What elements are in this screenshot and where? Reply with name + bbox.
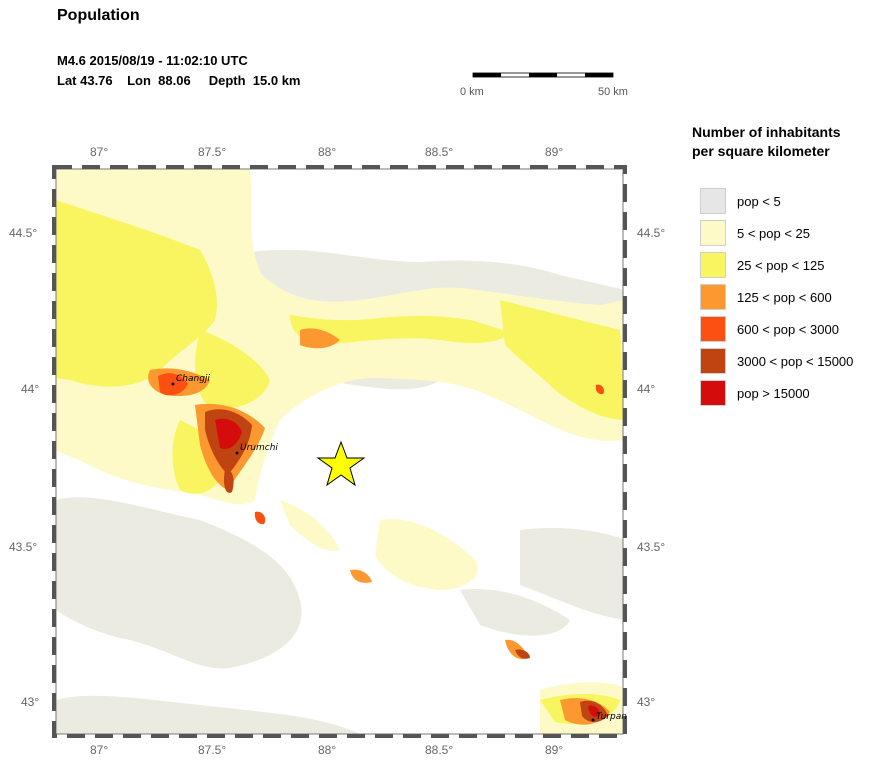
lon-tick-label: 89° xyxy=(545,145,564,159)
lon-tick-label: 88° xyxy=(318,743,337,757)
city-label-turpan: Turpan xyxy=(596,712,627,722)
lon-tick-label: 88° xyxy=(318,145,337,159)
lon-tick-label: 88.5° xyxy=(425,145,454,159)
city-changji: Changji xyxy=(171,374,210,386)
legend-swatch xyxy=(700,284,726,310)
legend-label: 125 < pop < 600 xyxy=(737,290,832,305)
lon-tick-label: 88.5° xyxy=(425,743,454,757)
lat-tick-label: 44° xyxy=(637,382,656,396)
city-dot xyxy=(591,718,595,722)
scale-start-label: 0 km xyxy=(460,86,484,98)
map-frame-dashes xyxy=(52,165,627,738)
city-dot xyxy=(171,382,175,386)
city-label-urumchi: Urumchi xyxy=(240,443,278,453)
legend-label: pop < 5 xyxy=(737,194,781,209)
legend-title-line1: Number of inhabitants xyxy=(692,124,841,140)
scale-end-label: 50 km xyxy=(598,86,628,98)
legend-swatch xyxy=(700,188,726,214)
lat-tick-label: 44.5° xyxy=(9,226,38,240)
city-urumchi: Urumchi xyxy=(235,443,278,455)
legend-label: 3000 < pop < 15000 xyxy=(737,354,854,369)
legend-swatch xyxy=(700,348,726,374)
city-dot xyxy=(235,451,239,455)
legend-swatch xyxy=(700,316,726,342)
lat-tick-label: 43° xyxy=(21,695,40,709)
lat-tick-label: 44° xyxy=(21,382,40,396)
lon-tick-label: 89° xyxy=(545,743,564,757)
legend-label: pop > 15000 xyxy=(737,386,810,401)
scale-bar: 0 km 50 km xyxy=(450,70,650,106)
epicenter-star-icon xyxy=(316,440,366,487)
legend-label: 600 < pop < 3000 xyxy=(737,322,839,337)
legend-swatch xyxy=(700,380,726,406)
event-info: M4.6 2015/08/19 - 11:02:10 UTC xyxy=(57,53,248,68)
lat-tick-label: 43° xyxy=(637,695,656,709)
legend-title: Number of inhabitants per square kilomet… xyxy=(692,123,841,161)
lon-tick-label: 87° xyxy=(90,743,109,757)
scale-bar-graphic xyxy=(472,72,614,78)
legend-swatch xyxy=(700,252,726,278)
lat-tick-label: 44.5° xyxy=(637,226,666,240)
legend-swatch xyxy=(700,220,726,246)
lat-tick-label: 43.5° xyxy=(9,540,38,554)
population-density-layer xyxy=(56,169,623,734)
location-info: Lat 43.76 Lon 88.06 Depth 15.0 km xyxy=(57,73,301,88)
lon-tick-label: 87.5° xyxy=(198,743,227,757)
city-turpan: Turpan xyxy=(591,712,627,722)
lon-tick-label: 87.5° xyxy=(198,145,227,159)
lat-tick-label: 43.5° xyxy=(637,540,666,554)
legend-label: 25 < pop < 125 xyxy=(737,258,825,273)
city-label-changji: Changji xyxy=(176,374,210,384)
lon-tick-label: 87° xyxy=(90,145,109,159)
legend-title-line2: per square kilometer xyxy=(692,143,830,159)
map-title: Population xyxy=(57,7,140,24)
legend-label: 5 < pop < 25 xyxy=(737,226,811,241)
